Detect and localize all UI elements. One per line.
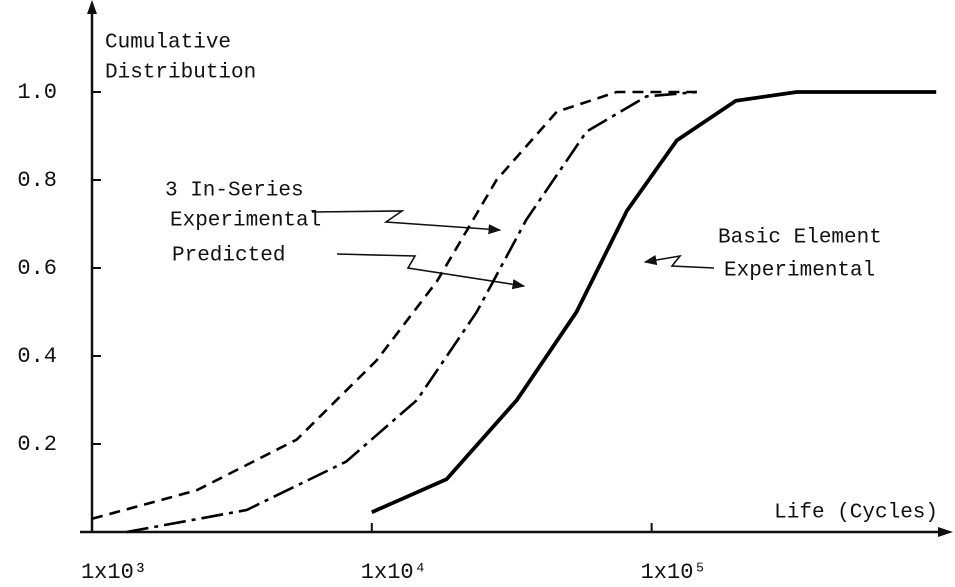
annotation: 3 In-Series <box>165 180 304 203</box>
annotation: Basic Element <box>718 227 882 250</box>
x-axis-arrow <box>938 527 953 537</box>
x-tick-label: 1x10⁴ <box>361 560 427 585</box>
series-line <box>91 90 697 521</box>
y-tick-label: 0.2 <box>17 432 57 457</box>
series-line <box>126 90 697 534</box>
leader <box>336 253 526 290</box>
leader <box>311 210 502 235</box>
series-label: Experimental <box>724 260 875 283</box>
series-line <box>371 90 937 514</box>
series-label: Predicted <box>172 245 285 268</box>
y-axis-arrow <box>87 0 97 14</box>
x-tick-label: 1x10³ <box>81 560 147 585</box>
x-label: Life (Cycles) <box>774 502 938 525</box>
y-tick-label: 0.4 <box>17 344 57 369</box>
y-tick-label: 0.6 <box>17 256 57 281</box>
leader <box>643 254 715 269</box>
series-label: Experimental <box>170 210 321 233</box>
y-label: Distribution <box>105 62 256 85</box>
y-label: Cumulative <box>105 32 231 55</box>
y-tick-label: 0.8 <box>17 168 57 193</box>
x-tick-label: 1x10⁵ <box>641 560 707 585</box>
y-tick-label: 1.0 <box>17 80 57 105</box>
